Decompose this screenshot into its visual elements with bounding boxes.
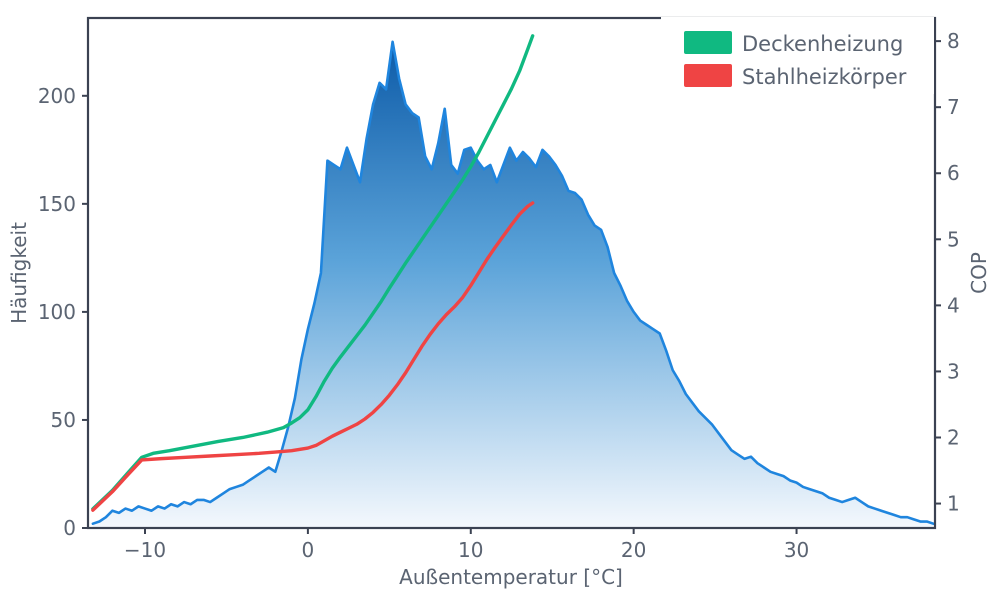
x-tick-label: −10 (124, 538, 166, 562)
y-right-tick-label: 8 (947, 29, 960, 53)
x-tick-label: 20 (621, 538, 646, 562)
y-left-tick-label: 50 (51, 408, 76, 432)
deckenheizung-line (91, 34, 535, 511)
x-tick-label: 10 (458, 538, 483, 562)
y-left-tick-label: 0 (63, 516, 76, 540)
axes-spines (86, 16, 937, 530)
histogram-line (91, 40, 935, 525)
legend: Deckenheizung Stahlheizkörper (661, 17, 934, 94)
series-group (91, 34, 935, 528)
stahlheizkoerper-line (91, 201, 535, 512)
y-right-tick-label: 5 (947, 227, 960, 251)
legend-label-deckenheizung: Deckenheizung (742, 32, 903, 56)
legend-swatch-stahlheizkoerper (684, 64, 732, 87)
y-left-tick-label: 200 (38, 84, 76, 108)
y-right-tick-label: 1 (947, 492, 960, 516)
y-left-tick-label: 150 (38, 192, 76, 216)
x-tick-label: 30 (784, 538, 809, 562)
y-axis-left-ticks: 0 50 100 150 200 (38, 84, 88, 540)
y-right-tick-label: 6 (947, 161, 960, 185)
x-axis-ticks: −10 0 10 20 30 (124, 528, 809, 562)
legend-label-stahlheizkoerper: Stahlheizkörper (742, 65, 907, 89)
y-left-tick-label: 100 (38, 300, 76, 324)
y-right-tick-label: 4 (947, 293, 960, 317)
legend-swatch-deckenheizung (684, 31, 732, 54)
y-axis-right-ticks: 1 2 3 4 5 6 7 8 (935, 29, 960, 516)
y-right-tick-label: 3 (947, 359, 960, 383)
x-axis-title: Außentemperatur [°C] (399, 565, 623, 589)
y-right-tick-label: 2 (947, 425, 960, 449)
y-axis-right-title: COP (967, 252, 991, 294)
y-axis-left-title: Häufigkeit (7, 222, 31, 324)
histogram-area (92, 41, 934, 528)
y-right-tick-label: 7 (947, 95, 960, 119)
x-tick-label: 0 (302, 538, 315, 562)
